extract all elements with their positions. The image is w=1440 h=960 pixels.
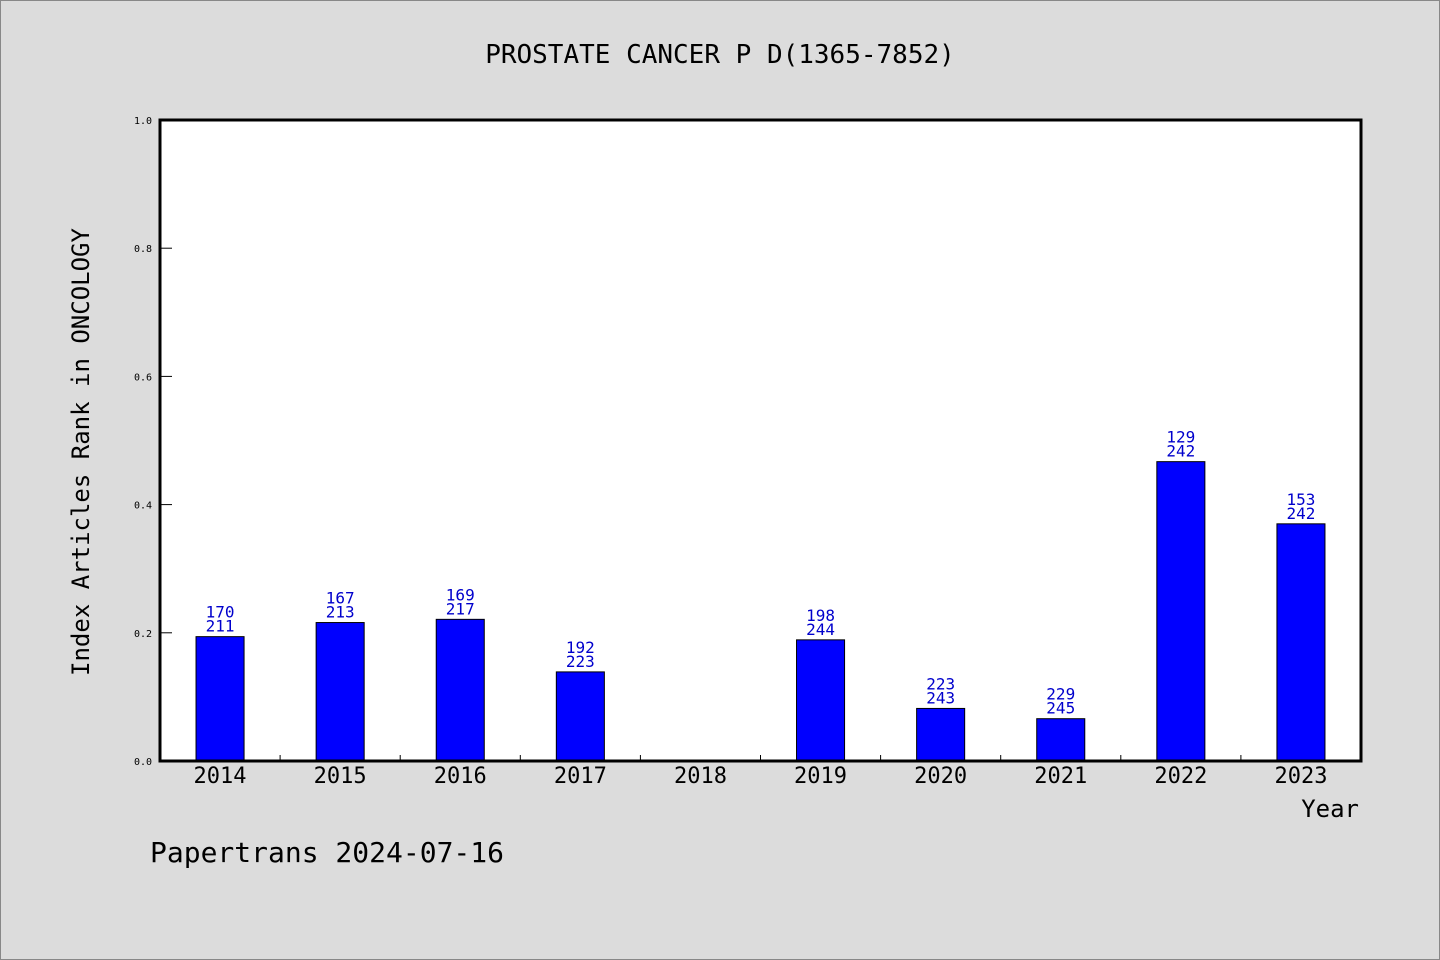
x-axis-label: Year [1301, 795, 1359, 823]
x-tick-label: 2015 [314, 764, 367, 789]
bar [555, 671, 605, 762]
x-tick-label: 2017 [554, 764, 607, 789]
x-tick-label: 2018 [674, 764, 727, 789]
x-tick-label: 2016 [434, 764, 487, 789]
bar [315, 622, 365, 762]
y-axis-ticks: 0.0 0.2 0.4 0.6 0.8 1.0 [134, 116, 172, 768]
data-label-top: 198 [806, 606, 835, 625]
data-label-top: 169 [446, 585, 475, 604]
bar [796, 639, 846, 762]
data-label-bottom: 242 [1166, 442, 1195, 461]
bar [1036, 718, 1086, 762]
data-label-top: 192 [566, 638, 595, 657]
bar [916, 707, 966, 762]
bars-group [195, 461, 1326, 762]
x-tick-label: 2023 [1274, 764, 1327, 789]
bar [195, 636, 245, 762]
x-tick-label: 2014 [194, 764, 247, 789]
x-tick-label: 2022 [1154, 764, 1207, 789]
data-label-top: 153 [1286, 490, 1315, 509]
data-label-bottom: 242 [1286, 504, 1315, 523]
bar [1276, 523, 1326, 762]
y-tick-label: 0.8 [134, 244, 152, 255]
footer-text: Papertrans 2024-07-16 [150, 836, 504, 869]
plot-frame [158, 118, 1363, 763]
data-label-top: 229 [1046, 685, 1075, 704]
data-label-bottom: 217 [446, 599, 475, 618]
y-tick-label: 0.2 [134, 629, 152, 640]
y-tick-label: 0.0 [134, 757, 152, 768]
data-label-top: 167 [326, 589, 355, 608]
x-tick-label: 2020 [914, 764, 967, 789]
data-label-bottom: 245 [1046, 699, 1075, 718]
data-label-bottom: 211 [206, 617, 235, 636]
data-label-top: 223 [926, 674, 955, 693]
data-label-bottom: 244 [806, 620, 835, 639]
x-axis-ticks: 2014 2015 2016 2017 2018 2019 2020 2021 2022 2023 [194, 755, 1327, 789]
bar [1156, 461, 1206, 762]
chart-title: PROSTATE CANCER P D(1365-7852) [485, 40, 955, 70]
data-label-bottom: 223 [566, 652, 595, 671]
x-tick-label: 2021 [1034, 764, 1087, 789]
y-axis-label: Index Articles Rank in ONCOLOGY [67, 227, 95, 675]
data-label-top: 170 [206, 603, 235, 622]
bar [435, 618, 485, 762]
y-tick-label: 1.0 [134, 116, 152, 127]
data-label-top: 129 [1166, 428, 1195, 447]
y-tick-label: 0.6 [134, 372, 152, 383]
data-label-bottom: 213 [326, 603, 355, 622]
y-tick-label: 0.4 [134, 501, 152, 512]
x-tick-label: 2019 [794, 764, 847, 789]
data-label-bottom: 243 [926, 688, 955, 707]
